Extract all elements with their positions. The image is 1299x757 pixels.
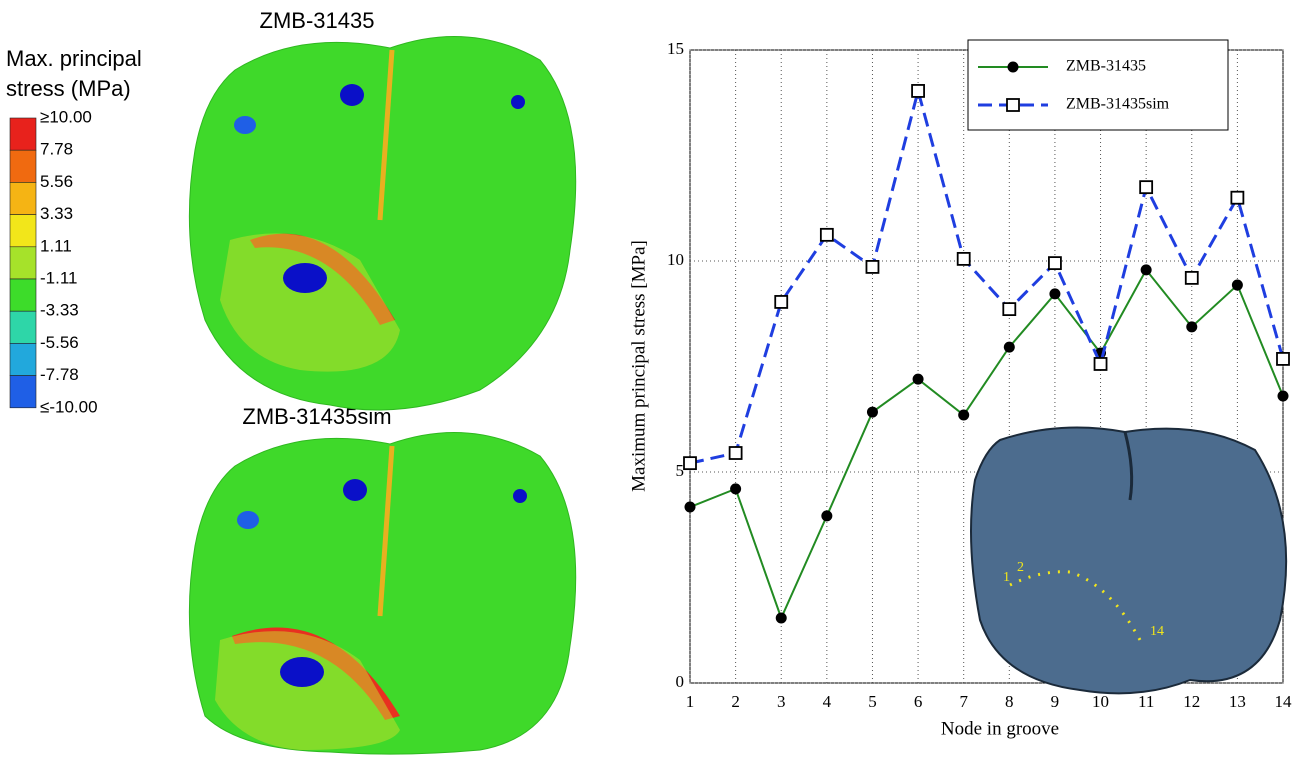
y-tick-label: 0 <box>676 672 685 691</box>
x-tick-label: 13 <box>1229 692 1246 711</box>
inset-label: 2 <box>1017 560 1024 575</box>
legend-label: ZMB-31435sim <box>1066 96 1170 113</box>
marker <box>1232 280 1243 291</box>
inset-label: 14 <box>1150 624 1164 639</box>
x-tick-label: 8 <box>1005 692 1014 711</box>
colorbar-segment <box>10 118 36 150</box>
marker <box>821 229 833 241</box>
figure: ZMB-31435 ZMB-31435sim Max. principal st… <box>0 0 1299 757</box>
x-axis-label: Node in groove <box>941 718 1059 739</box>
x-tick-label: 9 <box>1051 692 1060 711</box>
colorbar: ≥10.00 7.78 5.56 3.33 1.11 -1.11 -3.33 -5.56 -7.… <box>10 107 98 416</box>
marker <box>1278 391 1289 402</box>
marker <box>1141 264 1152 275</box>
y-axis-label: Maximum principal stress [MPa] <box>628 240 649 492</box>
marker <box>912 85 924 97</box>
x-tick-label: 4 <box>823 692 832 711</box>
colorbar-segment <box>10 247 36 279</box>
x-tick-label: 3 <box>777 692 786 711</box>
colorbar-label: 5.56 <box>40 172 73 191</box>
marker <box>1277 353 1289 365</box>
x-tick-label: 10 <box>1092 692 1109 711</box>
marker <box>866 261 878 273</box>
marker <box>958 253 970 265</box>
marker <box>730 447 742 459</box>
colorbar-title: Max. principal <box>6 46 142 71</box>
marker <box>1140 181 1152 193</box>
tooth-image <box>189 432 575 754</box>
x-tick-label: 1 <box>686 692 695 711</box>
colorbar-segment <box>10 279 36 311</box>
x-tick-label: 6 <box>914 692 923 711</box>
colorbar-segment <box>10 215 36 247</box>
colorbar-title: stress (MPa) <box>6 76 131 101</box>
panel-title: ZMB-31435 <box>260 8 375 33</box>
marker <box>1003 303 1015 315</box>
marker <box>1231 192 1243 204</box>
colorbar-label: -5.56 <box>40 333 79 352</box>
x-tick-label: 5 <box>868 692 877 711</box>
marker <box>730 483 741 494</box>
colorbar-label: -7.78 <box>40 365 79 384</box>
x-tick-label: 14 <box>1275 692 1293 711</box>
colorbar-label: 3.33 <box>40 204 73 223</box>
y-tick-label: 10 <box>667 250 684 269</box>
marker <box>684 457 696 469</box>
marker <box>913 374 924 385</box>
inset-label: 1 <box>1003 570 1010 585</box>
marker <box>1004 342 1015 353</box>
marker <box>1186 321 1197 332</box>
tooth-image <box>189 36 575 410</box>
marker <box>685 502 696 513</box>
colorbar-segment <box>10 311 36 343</box>
colorbar-segment <box>10 343 36 375</box>
marker <box>1186 272 1198 284</box>
x-tick-label: 7 <box>959 692 968 711</box>
colorbar-label: ≤-10.00 <box>40 397 98 416</box>
colorbar-segment <box>10 150 36 182</box>
x-tick-label: 2 <box>731 692 740 711</box>
colorbar-segment <box>10 376 36 408</box>
legend-marker <box>1007 99 1019 111</box>
marker <box>1049 257 1061 269</box>
legend-box <box>968 40 1228 130</box>
colorbar-label: 1.11 <box>40 236 72 255</box>
x-tick-label: 11 <box>1138 692 1154 711</box>
marker <box>867 407 878 418</box>
colorbar-label: 7.78 <box>40 140 73 159</box>
colorbar-label: -1.11 <box>40 268 78 287</box>
marker <box>1049 288 1060 299</box>
y-tick-label: 15 <box>667 39 684 58</box>
marker <box>1095 358 1107 370</box>
legend-marker <box>1008 62 1019 73</box>
marker <box>821 510 832 521</box>
colorbar-label: ≥10.00 <box>40 107 92 126</box>
x-tick-label: 12 <box>1183 692 1200 711</box>
y-tick-label: 5 <box>676 461 685 480</box>
marker <box>775 296 787 308</box>
colorbar-segment <box>10 182 36 214</box>
colorbar-label: -3.33 <box>40 301 79 320</box>
legend-label: ZMB-31435 <box>1066 58 1146 75</box>
marker <box>958 410 969 421</box>
marker <box>776 613 787 624</box>
